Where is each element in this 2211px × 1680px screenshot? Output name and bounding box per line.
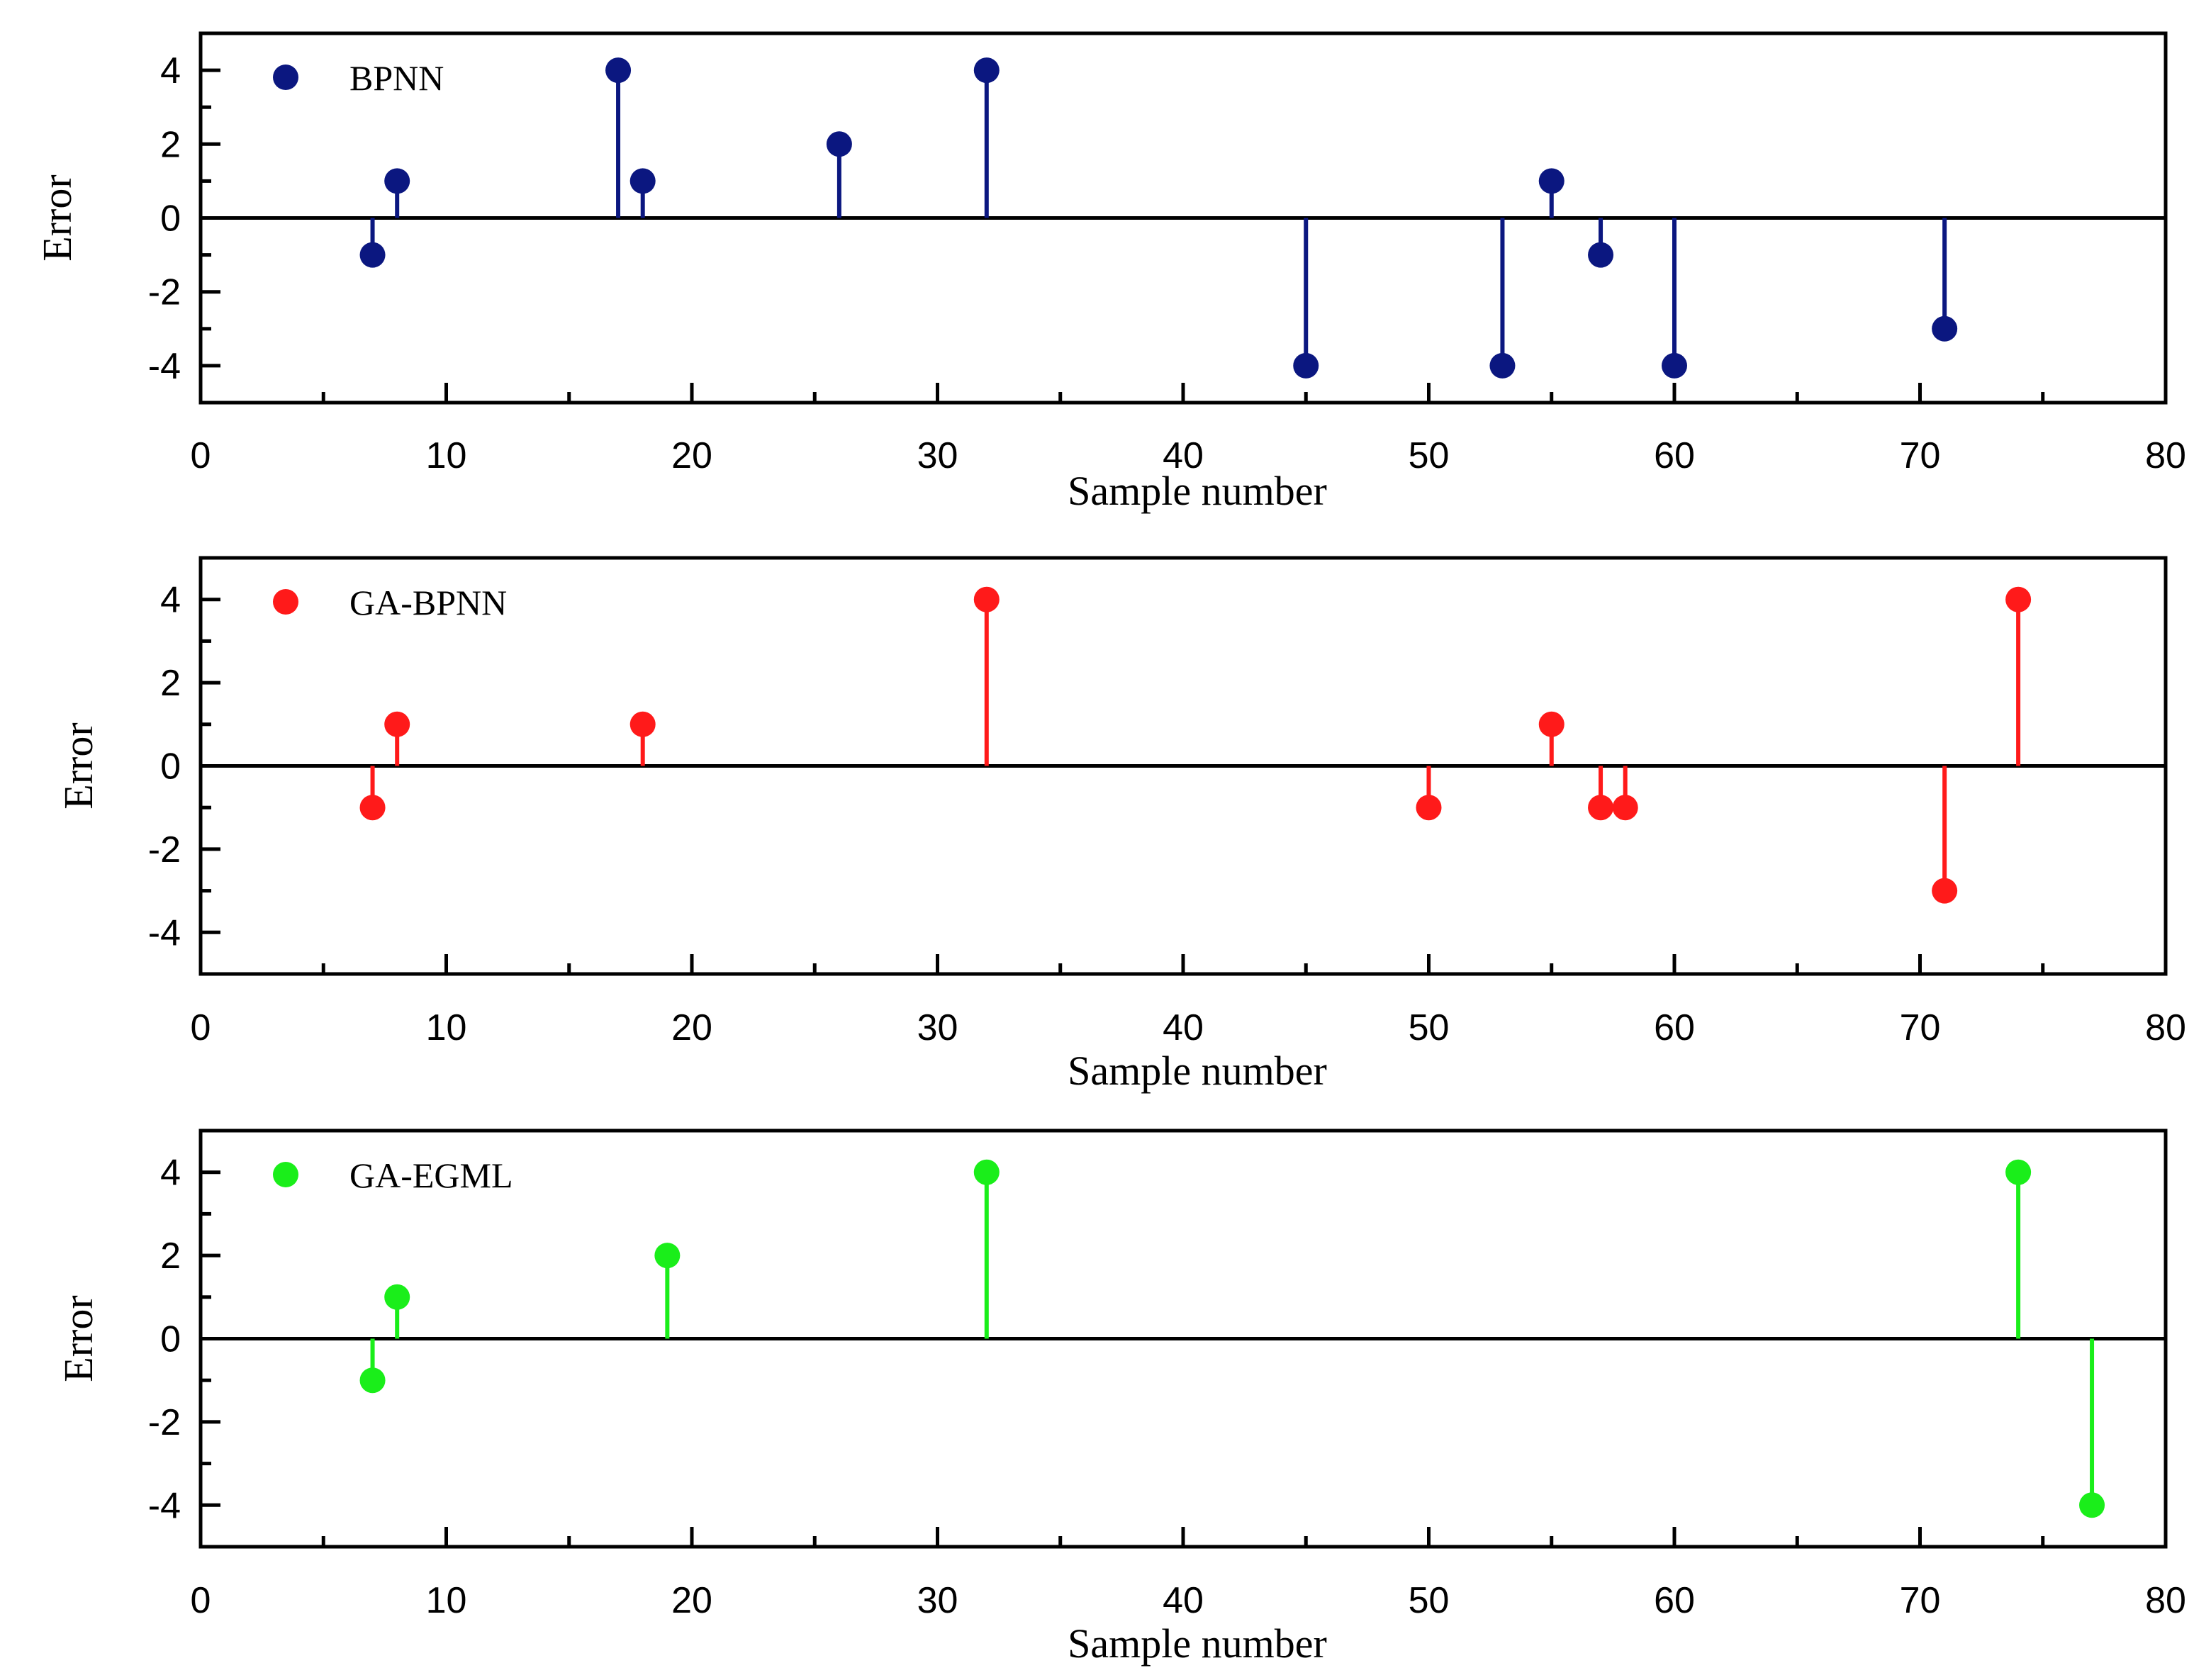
data-point: [2079, 1492, 2105, 1518]
y-tick-label: -2: [148, 829, 181, 870]
y-tick-label: -2: [148, 272, 181, 313]
y-tick-label: 0: [160, 198, 181, 240]
data-point: [359, 1367, 386, 1394]
x-tick-label: 80: [2145, 1007, 2186, 1048]
data-point: [1293, 352, 1319, 379]
data-point: [384, 711, 410, 737]
x-tick-label: 60: [1654, 435, 1695, 476]
data-point: [2005, 1159, 2032, 1185]
x-tick-label: 70: [1900, 435, 1941, 476]
x-tick-label: 60: [1654, 1007, 1695, 1048]
y-tick-label: 0: [160, 746, 181, 788]
x-tick-label: 30: [917, 1007, 958, 1048]
y-tick-label: -4: [148, 912, 181, 953]
y-tick-label: 4: [160, 1153, 181, 1194]
x-tick-label: 10: [426, 435, 467, 476]
legend-marker: [273, 1162, 298, 1187]
x-tick-label: 50: [1409, 1580, 1450, 1621]
data-point: [1416, 795, 1442, 821]
data-point: [1612, 795, 1638, 821]
legend-marker: [273, 65, 298, 90]
data-point: [973, 1159, 1000, 1185]
chart-panel-2: 0 10 20 30 40 50 60 70 80 -4 -2 0 2 4 Sample number Err…: [55, 556, 2186, 1094]
y-axis-title: Error: [34, 174, 80, 261]
x-tick-label: 10: [426, 1580, 467, 1621]
y-tick-label: -4: [148, 346, 181, 387]
x-tick-label: 60: [1654, 1580, 1695, 1621]
legend-label: BPNN: [349, 58, 444, 98]
data-point: [973, 586, 1000, 612]
x-tick-label: 30: [917, 435, 958, 476]
data-point: [1932, 878, 1958, 904]
data-point: [629, 168, 656, 194]
chart-panel-1: 0 10 20 30 40 50 60 70 80 -4 -2 0 2 4 Sample number Err…: [34, 31, 2186, 514]
x-tick-label: 40: [1163, 1580, 1204, 1621]
x-tick-label: 70: [1900, 1580, 1941, 1621]
legend-marker: [273, 589, 298, 615]
data-point: [359, 795, 386, 821]
data-point: [629, 711, 656, 737]
x-axis-title: Sample number: [1068, 1048, 1327, 1094]
data-point: [384, 1284, 410, 1310]
data-point: [1662, 352, 1687, 379]
x-tick-label: 80: [2145, 435, 2186, 476]
data-point: [654, 1243, 681, 1269]
x-tick-label: 20: [671, 435, 712, 476]
data-point: [1538, 168, 1565, 194]
x-tick-label: 70: [1900, 1007, 1941, 1048]
x-tick-label: 30: [917, 1580, 958, 1621]
data-point: [1932, 315, 1958, 342]
legend-label: GA-BPNN: [349, 583, 507, 622]
data-point: [1489, 352, 1516, 379]
y-tick-label: 4: [160, 580, 181, 621]
y-tick-label: 2: [160, 663, 181, 704]
x-tick-label: 80: [2145, 1580, 2186, 1621]
y-tick-label: -2: [148, 1402, 181, 1443]
chart-panel-3: 0 10 20 30 40 50 60 70 80 -4 -2 0 2 4 Sample number Err…: [55, 1129, 2186, 1667]
x-tick-label: 20: [671, 1007, 712, 1048]
x-axis-title: Sample number: [1068, 1620, 1327, 1667]
data-point: [973, 57, 1000, 84]
x-tick-label: 20: [671, 1580, 712, 1621]
x-tick-label: 40: [1163, 435, 1204, 476]
data-point: [1538, 711, 1565, 737]
x-axis-title: Sample number: [1068, 468, 1327, 514]
y-tick-label: -4: [148, 1485, 181, 1526]
y-tick-label: 2: [160, 124, 181, 165]
data-point: [605, 57, 632, 84]
data-point: [1588, 795, 1614, 821]
y-tick-label: 2: [160, 1236, 181, 1277]
data-point: [1588, 242, 1614, 268]
y-axis-title: Error: [55, 1295, 101, 1382]
x-tick-label: 0: [191, 1580, 211, 1621]
x-tick-label: 40: [1163, 1007, 1204, 1048]
x-tick-label: 50: [1409, 435, 1450, 476]
x-tick-label: 0: [191, 435, 211, 476]
y-axis-title: Error: [55, 722, 101, 809]
data-point: [384, 168, 410, 194]
x-tick-label: 0: [191, 1007, 211, 1048]
data-point: [359, 242, 386, 268]
y-tick-label: 0: [160, 1319, 181, 1360]
data-point: [826, 131, 852, 157]
x-tick-label: 50: [1409, 1007, 1450, 1048]
data-point: [2005, 586, 2032, 612]
x-tick-label: 10: [426, 1007, 467, 1048]
legend-label: GA-EGML: [349, 1155, 513, 1195]
y-tick-label: 4: [160, 50, 181, 91]
